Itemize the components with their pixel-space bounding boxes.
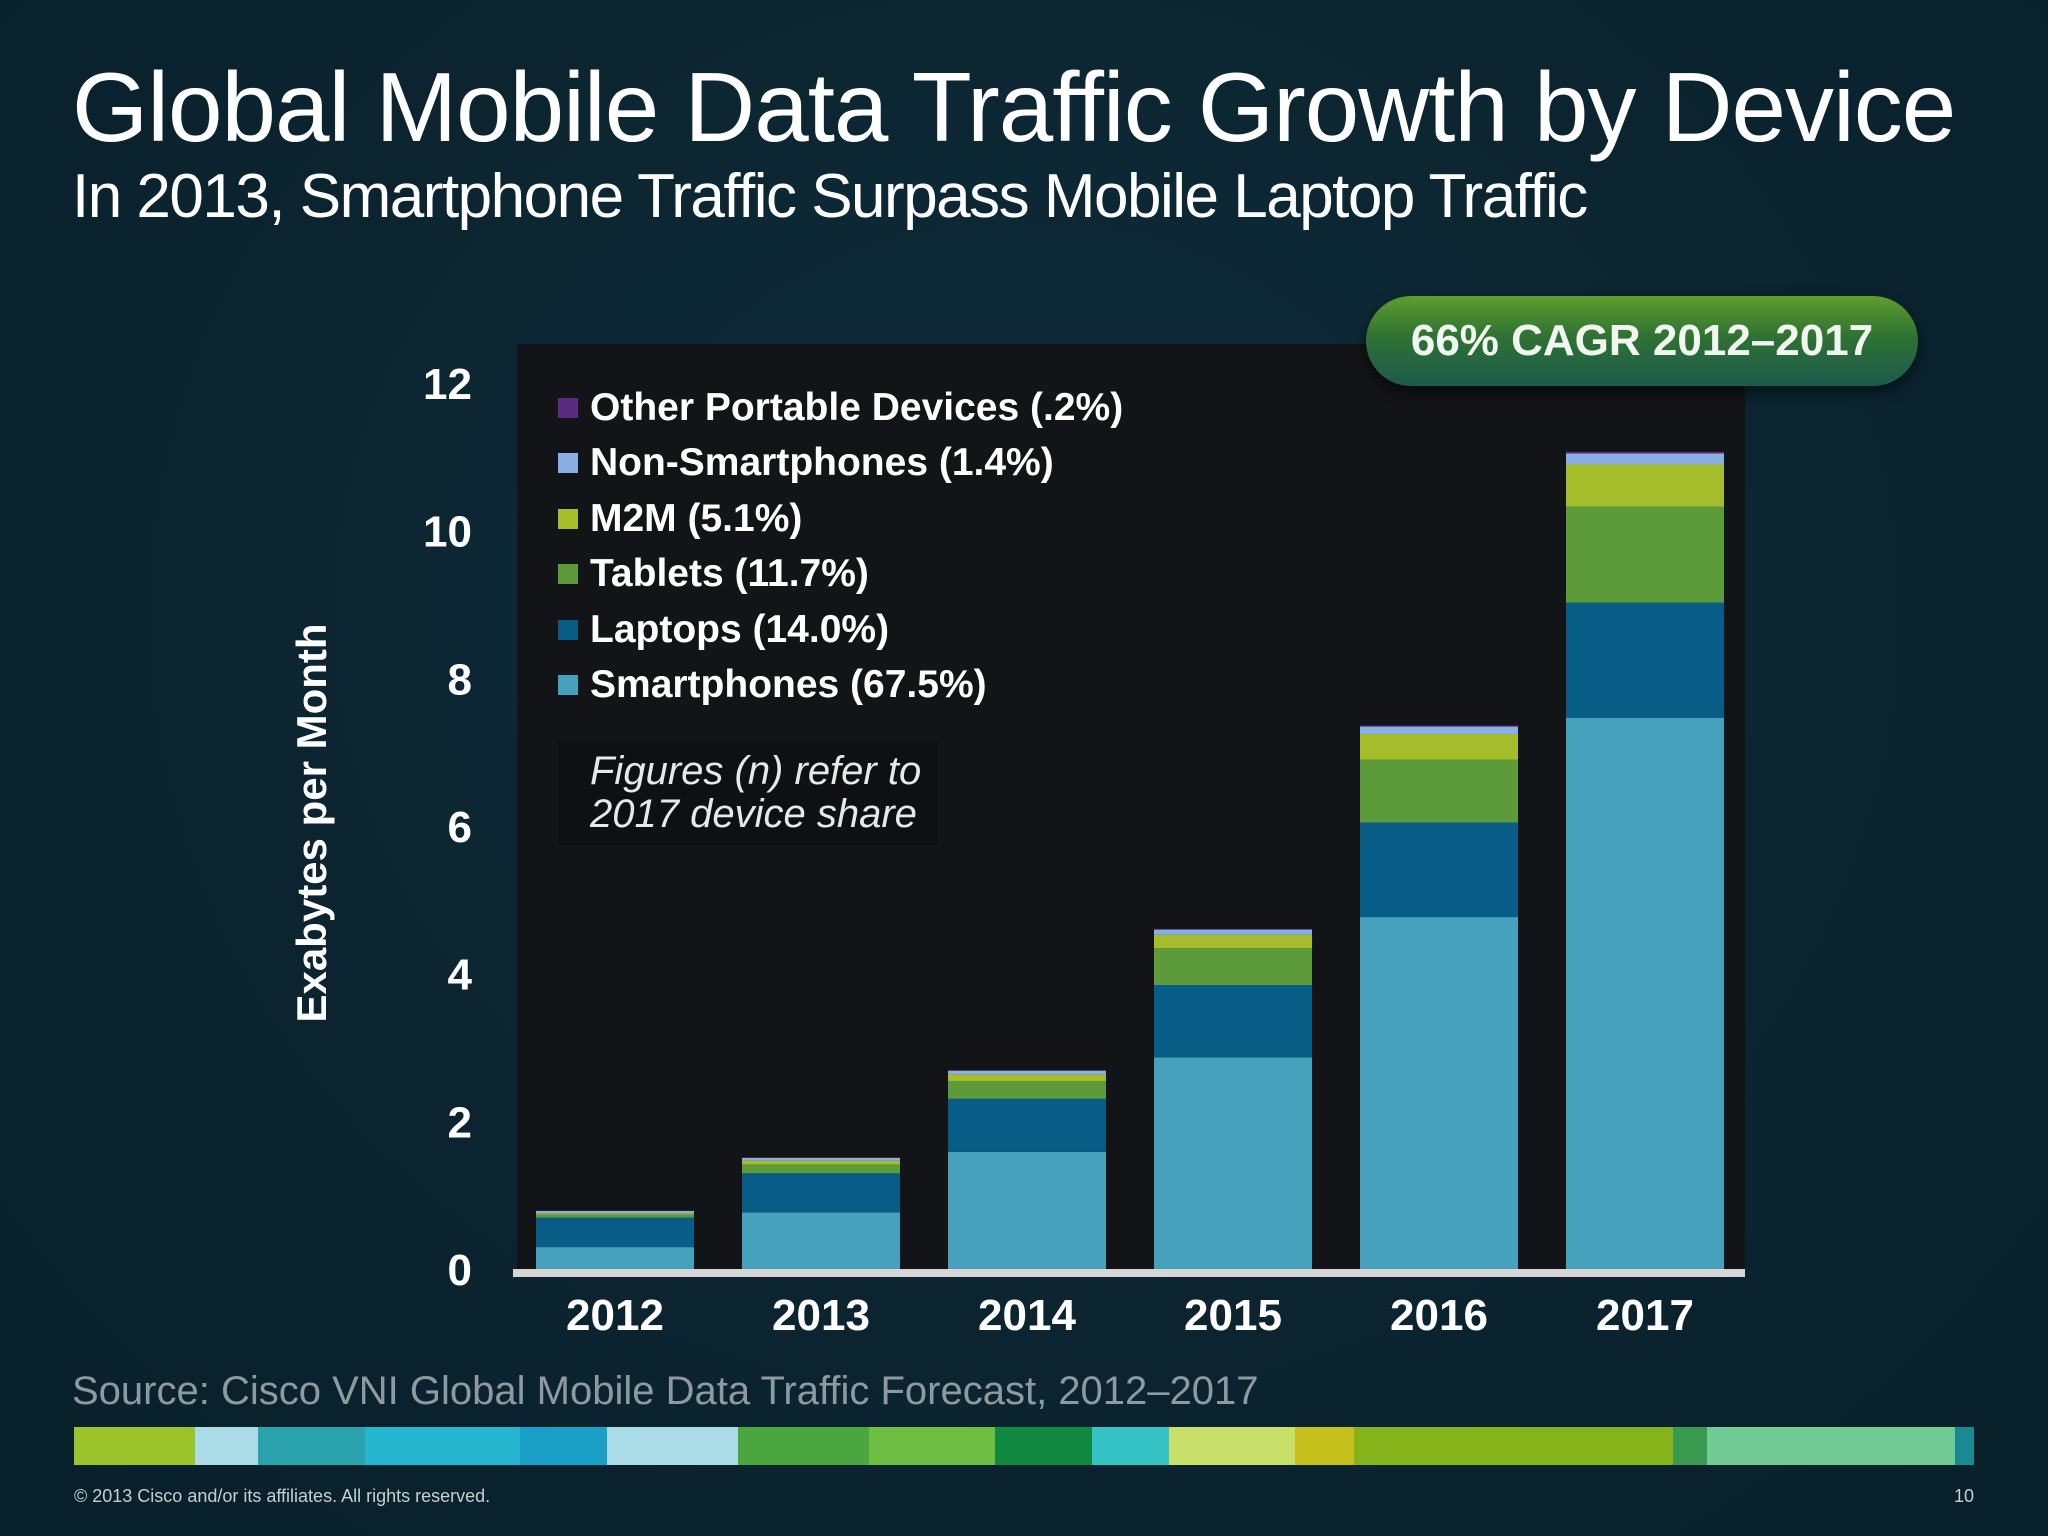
color-bar-segment: [1353, 1427, 1674, 1465]
y-tick-label: 10: [423, 508, 472, 557]
y-tick-label: 2: [448, 1098, 472, 1147]
bar-segment-2012-4: [536, 1210, 694, 1214]
bar-segment-2014-0: [948, 1151, 1106, 1270]
legend-swatch: [558, 675, 578, 696]
legend-item: Smartphones (67.5%): [558, 658, 1123, 714]
bar-segment-2016-0: [1360, 917, 1518, 1270]
bar-segment-2012-3: [536, 1213, 694, 1215]
bar-segment-2016-5: [1360, 725, 1518, 727]
y-tick-label: 8: [448, 655, 472, 704]
share-note: Figures (n) refer to 2017 device share: [558, 742, 938, 845]
color-bar-segment: [74, 1427, 196, 1465]
color-bar-segment: [195, 1427, 259, 1465]
bar-segment-2014-4: [948, 1070, 1106, 1075]
bar-segment-2015-3: [1154, 934, 1312, 949]
bar-segment-2015-5: [1154, 928, 1312, 930]
bar-segment-2017-0: [1566, 717, 1724, 1270]
bar-segment-2013-4: [742, 1157, 900, 1161]
bar-segment-2016-1: [1360, 822, 1518, 918]
bar-segment-2017-5: [1566, 451, 1724, 454]
cagr-badge: 66% CAGR 2012–2017: [1366, 296, 1918, 386]
color-bar-segment: [868, 1427, 995, 1465]
bar-segment-2012-2: [536, 1214, 694, 1218]
x-tick-label: 2012: [566, 1291, 664, 1340]
y-axis-label: Exabytes per Month: [288, 623, 335, 1023]
color-bar-segment: [1169, 1427, 1296, 1465]
bar-segment-2012-0: [536, 1247, 694, 1270]
page-number: 10: [1953, 1486, 1974, 1506]
y-tick-label: 4: [448, 951, 473, 1000]
bar-segment-2017-3: [1566, 464, 1724, 507]
legend-swatch: [558, 397, 578, 418]
legend-label: Laptops (14.0%): [590, 607, 890, 651]
color-bar-segment: [607, 1427, 739, 1465]
share-note-line-1: Figures (n) refer to: [590, 749, 922, 793]
bar-segment-2012-1: [536, 1217, 694, 1248]
y-tick-label: 6: [448, 803, 472, 852]
legend-label: M2M (5.1%): [590, 496, 803, 540]
bar-segment-2014-1: [948, 1098, 1106, 1152]
slide-subtitle: In 2013, Smartphone Traffic Surpass Mobi…: [72, 162, 1588, 231]
decorative-color-bar: [74, 1427, 1974, 1465]
bar-segment-2015-1: [1154, 985, 1312, 1058]
color-bar-segment: [364, 1427, 520, 1465]
legend-item: Tablets (11.7%): [558, 547, 1123, 603]
x-axis-baseline: [513, 1269, 1745, 1277]
x-tick-label: 2016: [1390, 1291, 1488, 1340]
bar-segment-2014-2: [948, 1080, 1106, 1099]
legend-swatch: [558, 453, 578, 474]
bar-segment-2013-0: [742, 1212, 900, 1270]
bar-segment-2016-3: [1360, 733, 1518, 760]
legend-item: Non-Smartphones (1.4%): [558, 436, 1123, 492]
color-bar-segment: [994, 1427, 1092, 1465]
bar-segment-2015-2: [1154, 948, 1312, 986]
x-tick-label: 2014: [978, 1291, 1076, 1340]
share-note-line-2: 2017 device share: [590, 792, 917, 836]
bar-segment-2013-1: [742, 1173, 900, 1213]
copyright-notice: © 2013 Cisco and/or its affiliates. All …: [74, 1486, 491, 1506]
legend-item: Other Portable Devices (.2%): [558, 380, 1123, 436]
x-tick-label: 2013: [772, 1291, 870, 1340]
color-bar-segment: [1673, 1427, 1708, 1465]
color-bar-segment: [1954, 1427, 1974, 1465]
y-tick-label: 0: [448, 1246, 472, 1295]
bar-segment-2016-2: [1360, 759, 1518, 823]
bar-segment-2017-2: [1566, 506, 1724, 603]
legend-item: Laptops (14.0%): [558, 602, 1123, 658]
bar-segment-2017-1: [1566, 602, 1724, 718]
bar-segment-2017-4: [1566, 453, 1724, 465]
slide-title: Global Mobile Data Traffic Growth by Dev…: [72, 52, 1956, 162]
color-bar-segment: [1707, 1427, 1955, 1465]
bar-segment-2016-4: [1360, 726, 1518, 734]
y-tick-label: 12: [423, 360, 472, 409]
color-bar-segment: [519, 1427, 608, 1465]
x-tick-label: 2017: [1596, 1291, 1694, 1340]
x-tick-label: 2015: [1184, 1291, 1282, 1340]
color-bar-segment: [1091, 1427, 1170, 1465]
legend-item: M2M (5.1%): [558, 491, 1123, 547]
bar-segment-2014-3: [948, 1074, 1106, 1081]
bar-segment-2015-0: [1154, 1057, 1312, 1270]
legend-swatch: [558, 564, 578, 585]
legend-label: Other Portable Devices (.2%): [590, 385, 1124, 429]
legend-label: Smartphones (67.5%): [590, 663, 987, 707]
source-note: Source: Cisco VNI Global Mobile Data Tra…: [72, 1369, 1259, 1413]
color-bar-segment: [1295, 1427, 1354, 1465]
legend-label: Tablets (11.7%): [590, 552, 869, 596]
legend-swatch: [558, 619, 578, 640]
legend-label: Non-Smartphones (1.4%): [590, 441, 1054, 485]
legend-swatch: [558, 508, 578, 529]
color-bar-segment: [738, 1427, 869, 1465]
bar-segment-2013-2: [742, 1164, 900, 1174]
bar-segment-2013-3: [742, 1160, 900, 1165]
bar-segment-2015-4: [1154, 929, 1312, 935]
chart-legend: Other Portable Devices (.2%) Non-Smartpho…: [558, 380, 1123, 713]
color-bar-segment: [258, 1427, 365, 1465]
